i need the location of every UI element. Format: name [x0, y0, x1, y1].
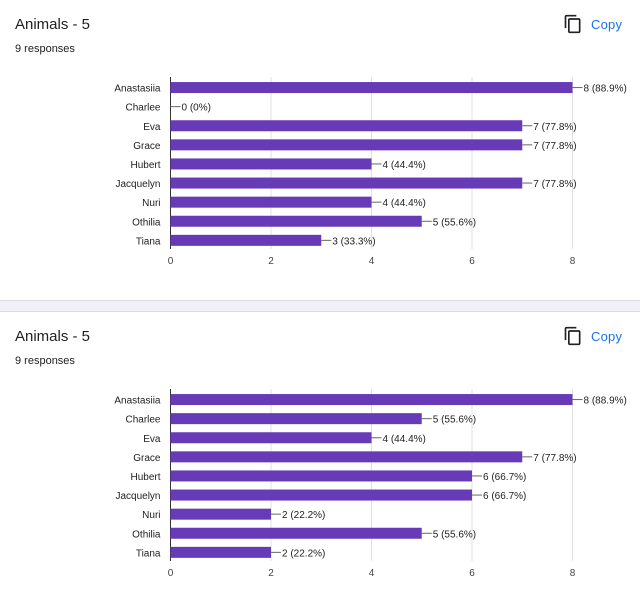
response-count: 9 responses: [15, 355, 75, 367]
bar: [170, 527, 422, 539]
category-label: Tiana: [136, 548, 161, 559]
x-tick-label: 6: [469, 568, 475, 579]
data-label: 7 (77.8%): [533, 141, 576, 152]
x-tick-label: 4: [369, 568, 375, 579]
bar-chart: Anastasiia 8 (88.9%) Charlee 5 (55.6%) Eva 4 …: [114, 389, 627, 579]
x-tick-label: 8: [570, 568, 576, 579]
data-label: 5 (55.6%): [433, 529, 476, 540]
category-label: Othilia: [132, 217, 161, 228]
copy-icon: [564, 326, 581, 346]
data-label: 2 (22.2%): [282, 548, 325, 559]
data-label: 6 (66.7%): [483, 472, 526, 483]
bar: [170, 508, 271, 520]
category-label: Anastasiia: [114, 396, 161, 407]
data-label: 8 (88.9%): [584, 396, 627, 407]
category-label: Hubert: [130, 472, 160, 483]
data-label: 5 (55.6%): [433, 217, 476, 228]
category-label: Tiana: [136, 236, 161, 247]
data-label: 4 (44.4%): [383, 198, 426, 209]
x-tick-label: 4: [369, 256, 375, 267]
data-label: 8 (88.9%): [584, 84, 627, 95]
bar: [170, 234, 322, 246]
category-label: Eva: [143, 122, 161, 133]
category-label: Othilia: [132, 529, 161, 540]
copy-button[interactable]: Copy: [563, 326, 622, 346]
category-label: Eva: [143, 434, 161, 445]
x-tick-label: 8: [570, 256, 576, 267]
copy-button[interactable]: Copy: [563, 14, 622, 34]
question-card: Animals - 5 9 responses Copy Anastasiia 8…: [0, 312, 640, 599]
data-label: 4 (44.4%): [383, 434, 426, 445]
copy-icon: [564, 14, 581, 34]
bar: [170, 158, 372, 170]
x-tick-label: 2: [268, 256, 274, 267]
category-label: Grace: [133, 453, 161, 464]
x-tick-label: 0: [168, 568, 174, 579]
x-tick-label: 6: [469, 256, 475, 267]
section-divider: [0, 300, 640, 312]
bar: [170, 177, 523, 189]
bar: [170, 215, 422, 227]
question-title: Animals - 5: [15, 16, 91, 33]
category-label: Nuri: [142, 198, 160, 209]
data-label: 2 (22.2%): [282, 510, 325, 521]
copy-label: Copy: [591, 16, 623, 32]
data-label: 7 (77.8%): [533, 179, 576, 190]
bar: [170, 413, 422, 425]
data-label: 6 (66.7%): [483, 491, 526, 502]
category-label: Anastasiia: [114, 84, 161, 95]
category-label: Charlee: [125, 103, 160, 114]
bar: [170, 120, 523, 132]
bar: [170, 394, 573, 406]
data-label: 5 (55.6%): [433, 415, 476, 426]
response-count: 9 responses: [15, 43, 75, 55]
category-label: Hubert: [130, 160, 160, 171]
question-title: Animals - 5: [15, 328, 91, 345]
category-label: Jacquelyn: [115, 491, 160, 502]
bar: [170, 432, 372, 444]
bar: [170, 489, 472, 501]
bar: [170, 451, 523, 463]
bar: [170, 470, 472, 482]
data-label: 4 (44.4%): [383, 160, 426, 171]
bar: [170, 82, 573, 94]
data-label: 7 (77.8%): [533, 122, 576, 133]
category-label: Nuri: [142, 510, 160, 521]
bar: [170, 196, 372, 208]
bar-chart: Anastasiia 8 (88.9%) Charlee 0 (0%) Eva 7 (77…: [114, 77, 627, 267]
x-tick-label: 2: [268, 568, 274, 579]
category-label: Charlee: [125, 415, 160, 426]
x-tick-label: 0: [168, 256, 174, 267]
question-card: Animals - 5 9 responses Copy Anastasiia 8…: [15, 14, 627, 267]
category-label: Grace: [133, 141, 161, 152]
bar: [170, 546, 271, 558]
data-label: 3 (33.3%): [332, 236, 375, 247]
category-label: Jacquelyn: [115, 179, 160, 190]
bar: [170, 139, 523, 151]
data-label: 7 (77.8%): [533, 453, 576, 464]
data-label: 0 (0%): [182, 103, 211, 114]
copy-label: Copy: [591, 328, 623, 344]
